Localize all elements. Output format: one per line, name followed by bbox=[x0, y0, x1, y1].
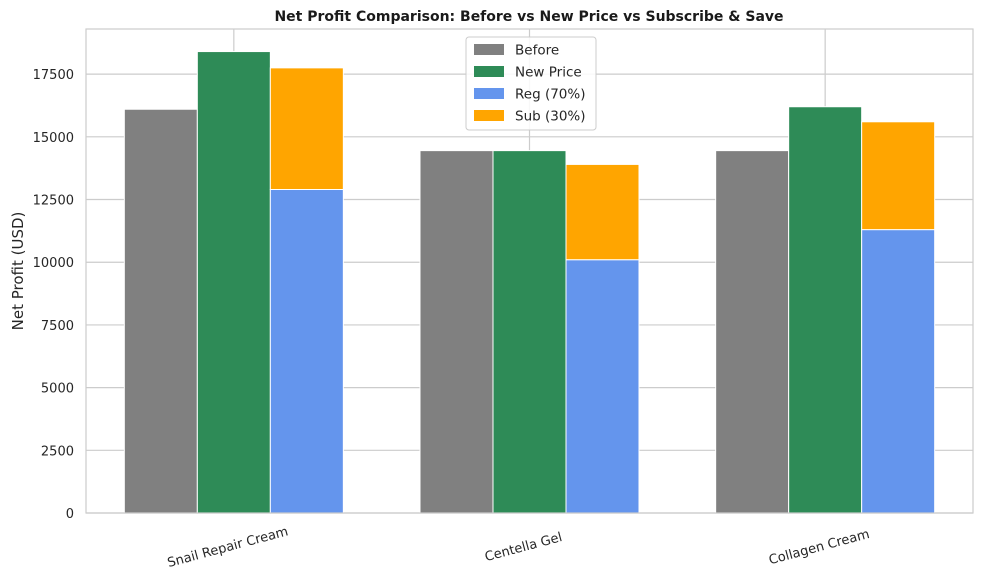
bar-sub bbox=[269, 67, 344, 190]
bar-new-price bbox=[492, 150, 567, 514]
legend-swatch bbox=[474, 44, 504, 55]
legend: Before New Price Reg (70%) Sub (30%) bbox=[465, 36, 597, 131]
y-tick-label: 17500 bbox=[33, 68, 74, 83]
bar-reg bbox=[861, 229, 936, 514]
legend-swatch bbox=[474, 88, 504, 99]
bar-before bbox=[123, 108, 198, 514]
y-tick-label: 0 bbox=[66, 507, 74, 522]
y-tick-label: 12500 bbox=[33, 194, 74, 209]
bars bbox=[123, 51, 936, 514]
legend-swatch bbox=[474, 66, 504, 77]
legend-label: New Price bbox=[515, 65, 582, 81]
x-tick-label: Collagen Cream bbox=[767, 527, 871, 568]
y-tick-label: 10000 bbox=[33, 256, 74, 271]
legend-label: Reg (70%) bbox=[515, 87, 585, 103]
bar-reg bbox=[269, 188, 344, 514]
x-tick-label: Snail Repair Cream bbox=[166, 524, 290, 571]
y-tick-label: 7500 bbox=[41, 319, 74, 334]
y-tick-label: 2500 bbox=[41, 444, 74, 459]
bar-sub bbox=[565, 163, 640, 261]
x-tick-label: Centella Gel bbox=[483, 530, 564, 565]
bar-reg bbox=[565, 259, 640, 514]
plot-frame bbox=[85, 28, 974, 514]
y-tick-label: 15000 bbox=[33, 131, 74, 146]
legend-swatch bbox=[474, 110, 504, 121]
bar-new-price bbox=[196, 51, 271, 514]
y-ticks: 0 2500 5000 7500 10000 12500 15000 17500 bbox=[33, 68, 74, 522]
bar-sub bbox=[861, 121, 936, 231]
y-tick-label: 5000 bbox=[41, 382, 74, 397]
legend-label: Sub (30%) bbox=[515, 109, 586, 125]
legend-label: Before bbox=[515, 43, 559, 59]
bar-new-price bbox=[788, 106, 863, 514]
chart-title: Net Profit Comparison: Before vs New Pri… bbox=[274, 9, 783, 25]
bar-before bbox=[419, 150, 494, 514]
y-axis-label: Net Profit (USD) bbox=[9, 212, 27, 331]
legend-box bbox=[465, 36, 597, 131]
bar-before bbox=[715, 150, 790, 514]
x-ticks: Snail Repair Cream Centella Gel Collagen C… bbox=[166, 524, 871, 571]
